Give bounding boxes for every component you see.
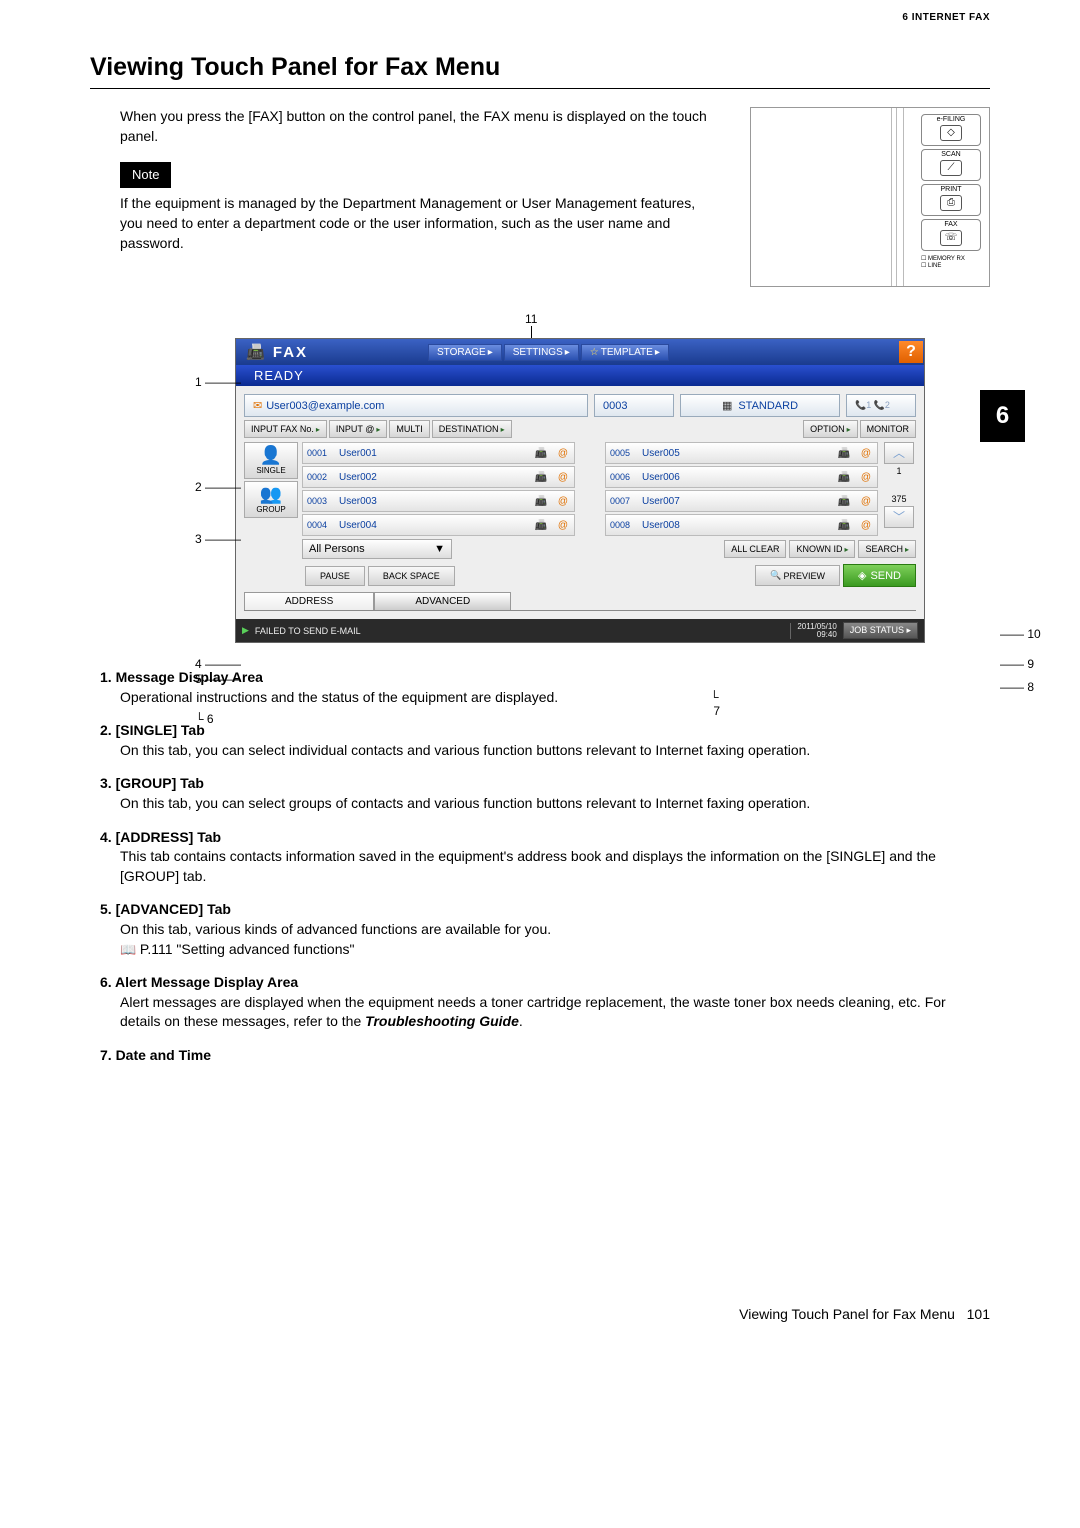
def-heading: 7. Date and Time [100, 1046, 990, 1066]
page-footer: Viewing Touch Panel for Fax Menu 101 [90, 1306, 990, 1322]
thumb-memory-rx: MEMORY RX [921, 255, 981, 262]
ready-bar: READY [236, 365, 924, 386]
callout-10: 10 [1027, 627, 1040, 641]
user-row[interactable]: 0008User008📠@ [605, 514, 878, 536]
callout-1: 1 [195, 375, 202, 389]
def-text: This tab contains contacts information s… [120, 847, 990, 886]
thumb-print-button: PRINT⎙ [921, 184, 981, 216]
def-heading: 6. Alert Message Display Area [100, 973, 990, 993]
template-button[interactable]: TEMPLATE ▸ [581, 344, 669, 361]
def-text: On this tab, you can select groups of co… [120, 794, 990, 814]
address-tab[interactable]: ADDRESS [244, 592, 374, 610]
page-title: Viewing Touch Panel for Fax Menu [90, 53, 990, 89]
monitor-button[interactable]: MONITOR [860, 420, 916, 438]
def-heading: 3. [GROUP] Tab [100, 774, 990, 794]
scroll-up-button[interactable]: ︿ [884, 442, 914, 464]
callout-6: 6 [207, 712, 214, 726]
def-heading: 4. [ADDRESS] Tab [100, 828, 990, 848]
callout-5: 5 [195, 672, 202, 686]
multi-button[interactable]: MULTI [389, 420, 429, 438]
status-arrow-icon: ▶ [242, 625, 249, 636]
intro-paragraph: When you press the [FAX] button on the c… [120, 107, 720, 146]
all-clear-button[interactable]: ALL CLEAR [724, 540, 786, 558]
user-row[interactable]: 0005User005📠@ [605, 442, 878, 464]
user-row[interactable]: 0004User004📠@ [302, 514, 575, 536]
email-display: ✉ User003@example.com [244, 394, 588, 417]
user-list: 0001User001📠@0002User002📠@0003User003📠@0… [302, 442, 878, 536]
job-status-button[interactable]: JOB STATUS ▸ [843, 622, 918, 639]
option-button[interactable]: OPTION▸ [803, 420, 858, 438]
fax-title: 📠 FAX [236, 343, 426, 361]
search-button[interactable]: SEARCH▸ [858, 540, 916, 558]
destination-button[interactable]: DESTINATION▸ [432, 420, 512, 438]
phone-icons: 📞1 📞2 [846, 394, 916, 417]
def-text: On this tab, various kinds of advanced f… [120, 920, 990, 940]
status-datetime: 2011/05/1009:40 [790, 623, 836, 639]
preview-button[interactable]: 🔍 PREVIEW [755, 565, 840, 586]
all-persons-dropdown[interactable]: All Persons▼ [302, 539, 452, 559]
thumb-line: LINE [921, 262, 981, 269]
callout-4: 4 [195, 657, 202, 671]
user-row[interactable]: 0001User001📠@ [302, 442, 575, 464]
chapter-header: 6 INTERNET FAX [90, 12, 990, 23]
callout-8: 8 [1027, 680, 1034, 694]
scroll-down-button[interactable]: ﹀ [884, 506, 914, 528]
note-label: Note [120, 162, 171, 188]
user-row[interactable]: 0002User002📠@ [302, 466, 575, 488]
user-row[interactable]: 0006User006📠@ [605, 466, 878, 488]
def-text: Operational instructions and the status … [120, 688, 990, 708]
note-text: If the equipment is managed by the Depar… [120, 194, 720, 253]
backspace-button[interactable]: BACK SPACE [368, 566, 455, 586]
storage-button[interactable]: STORAGE ▸ [428, 344, 502, 361]
thumb-scan-button: SCAN⟋ [921, 149, 981, 181]
callout-7: 7 [713, 704, 720, 718]
def-ref: P.111 "Setting advanced functions" [120, 940, 990, 960]
callout-9: 9 [1027, 657, 1034, 671]
callout-2: 2 [195, 480, 202, 494]
def-heading: 5. [ADVANCED] Tab [100, 900, 990, 920]
user-row[interactable]: 0007User007📠@ [605, 490, 878, 512]
send-button[interactable]: ◈ SEND [843, 564, 916, 587]
status-message: FAILED TO SEND E-MAIL [255, 626, 361, 636]
group-tab[interactable]: 👥GROUP [244, 481, 298, 518]
pause-button[interactable]: PAUSE [305, 566, 365, 586]
single-tab[interactable]: 👤SINGLE [244, 442, 298, 479]
known-id-button[interactable]: KNOWN ID▸ [789, 540, 855, 558]
thumb-fax-button: FAX☏ [921, 219, 981, 251]
settings-button[interactable]: SETTINGS ▸ [504, 344, 579, 361]
callout-3: 3 [195, 532, 202, 546]
advanced-tab[interactable]: ADVANCED [374, 592, 511, 610]
help-button[interactable]: ? [899, 341, 923, 363]
user-row[interactable]: 0003User003📠@ [302, 490, 575, 512]
scroll-top-num: 1 [896, 466, 901, 476]
input-fax-no-button[interactable]: INPUT FAX No.▸ [244, 420, 327, 438]
count-display: 0003 [594, 394, 674, 417]
thumb-efiling-button: e-FILING◇ [921, 114, 981, 146]
def-text: Alert messages are displayed when the eq… [120, 993, 990, 1032]
standard-button[interactable]: ▦ STANDARD [680, 394, 840, 417]
scroll-mid-num: 375 [891, 494, 906, 504]
def-text: On this tab, you can select individual c… [120, 741, 990, 761]
fax-panel: 📠 FAX STORAGE ▸ SETTINGS ▸ TEMPLATE ▸ ? … [235, 338, 925, 643]
control-panel-thumbnail: e-FILING◇ SCAN⟋ PRINT⎙ FAX☏ MEMORY RX LI… [750, 107, 990, 287]
callout-11: 11 [525, 312, 537, 326]
input-at-button[interactable]: INPUT @▸ [329, 420, 388, 438]
def-heading: 2. [SINGLE] Tab [100, 721, 990, 741]
